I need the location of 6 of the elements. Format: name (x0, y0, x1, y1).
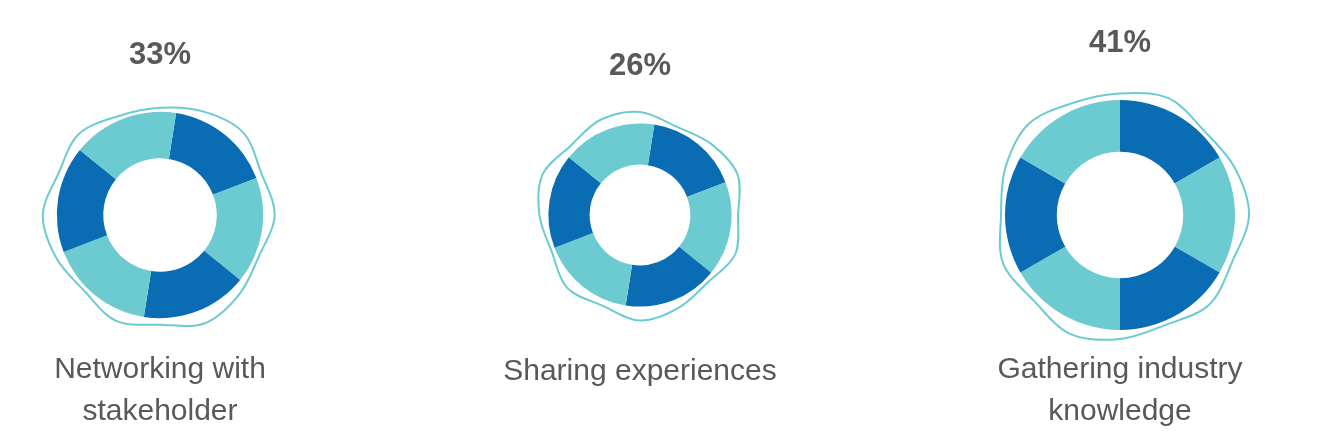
data-label: 41% (1088, 24, 1152, 59)
data-label: 26% (608, 47, 672, 83)
category-label: Gathering industry knowledge (997, 351, 1243, 426)
category-label: Networking with stakeholder (54, 351, 266, 426)
data-label: 33% (128, 35, 192, 71)
category-label: Sharing experiences (503, 353, 777, 386)
